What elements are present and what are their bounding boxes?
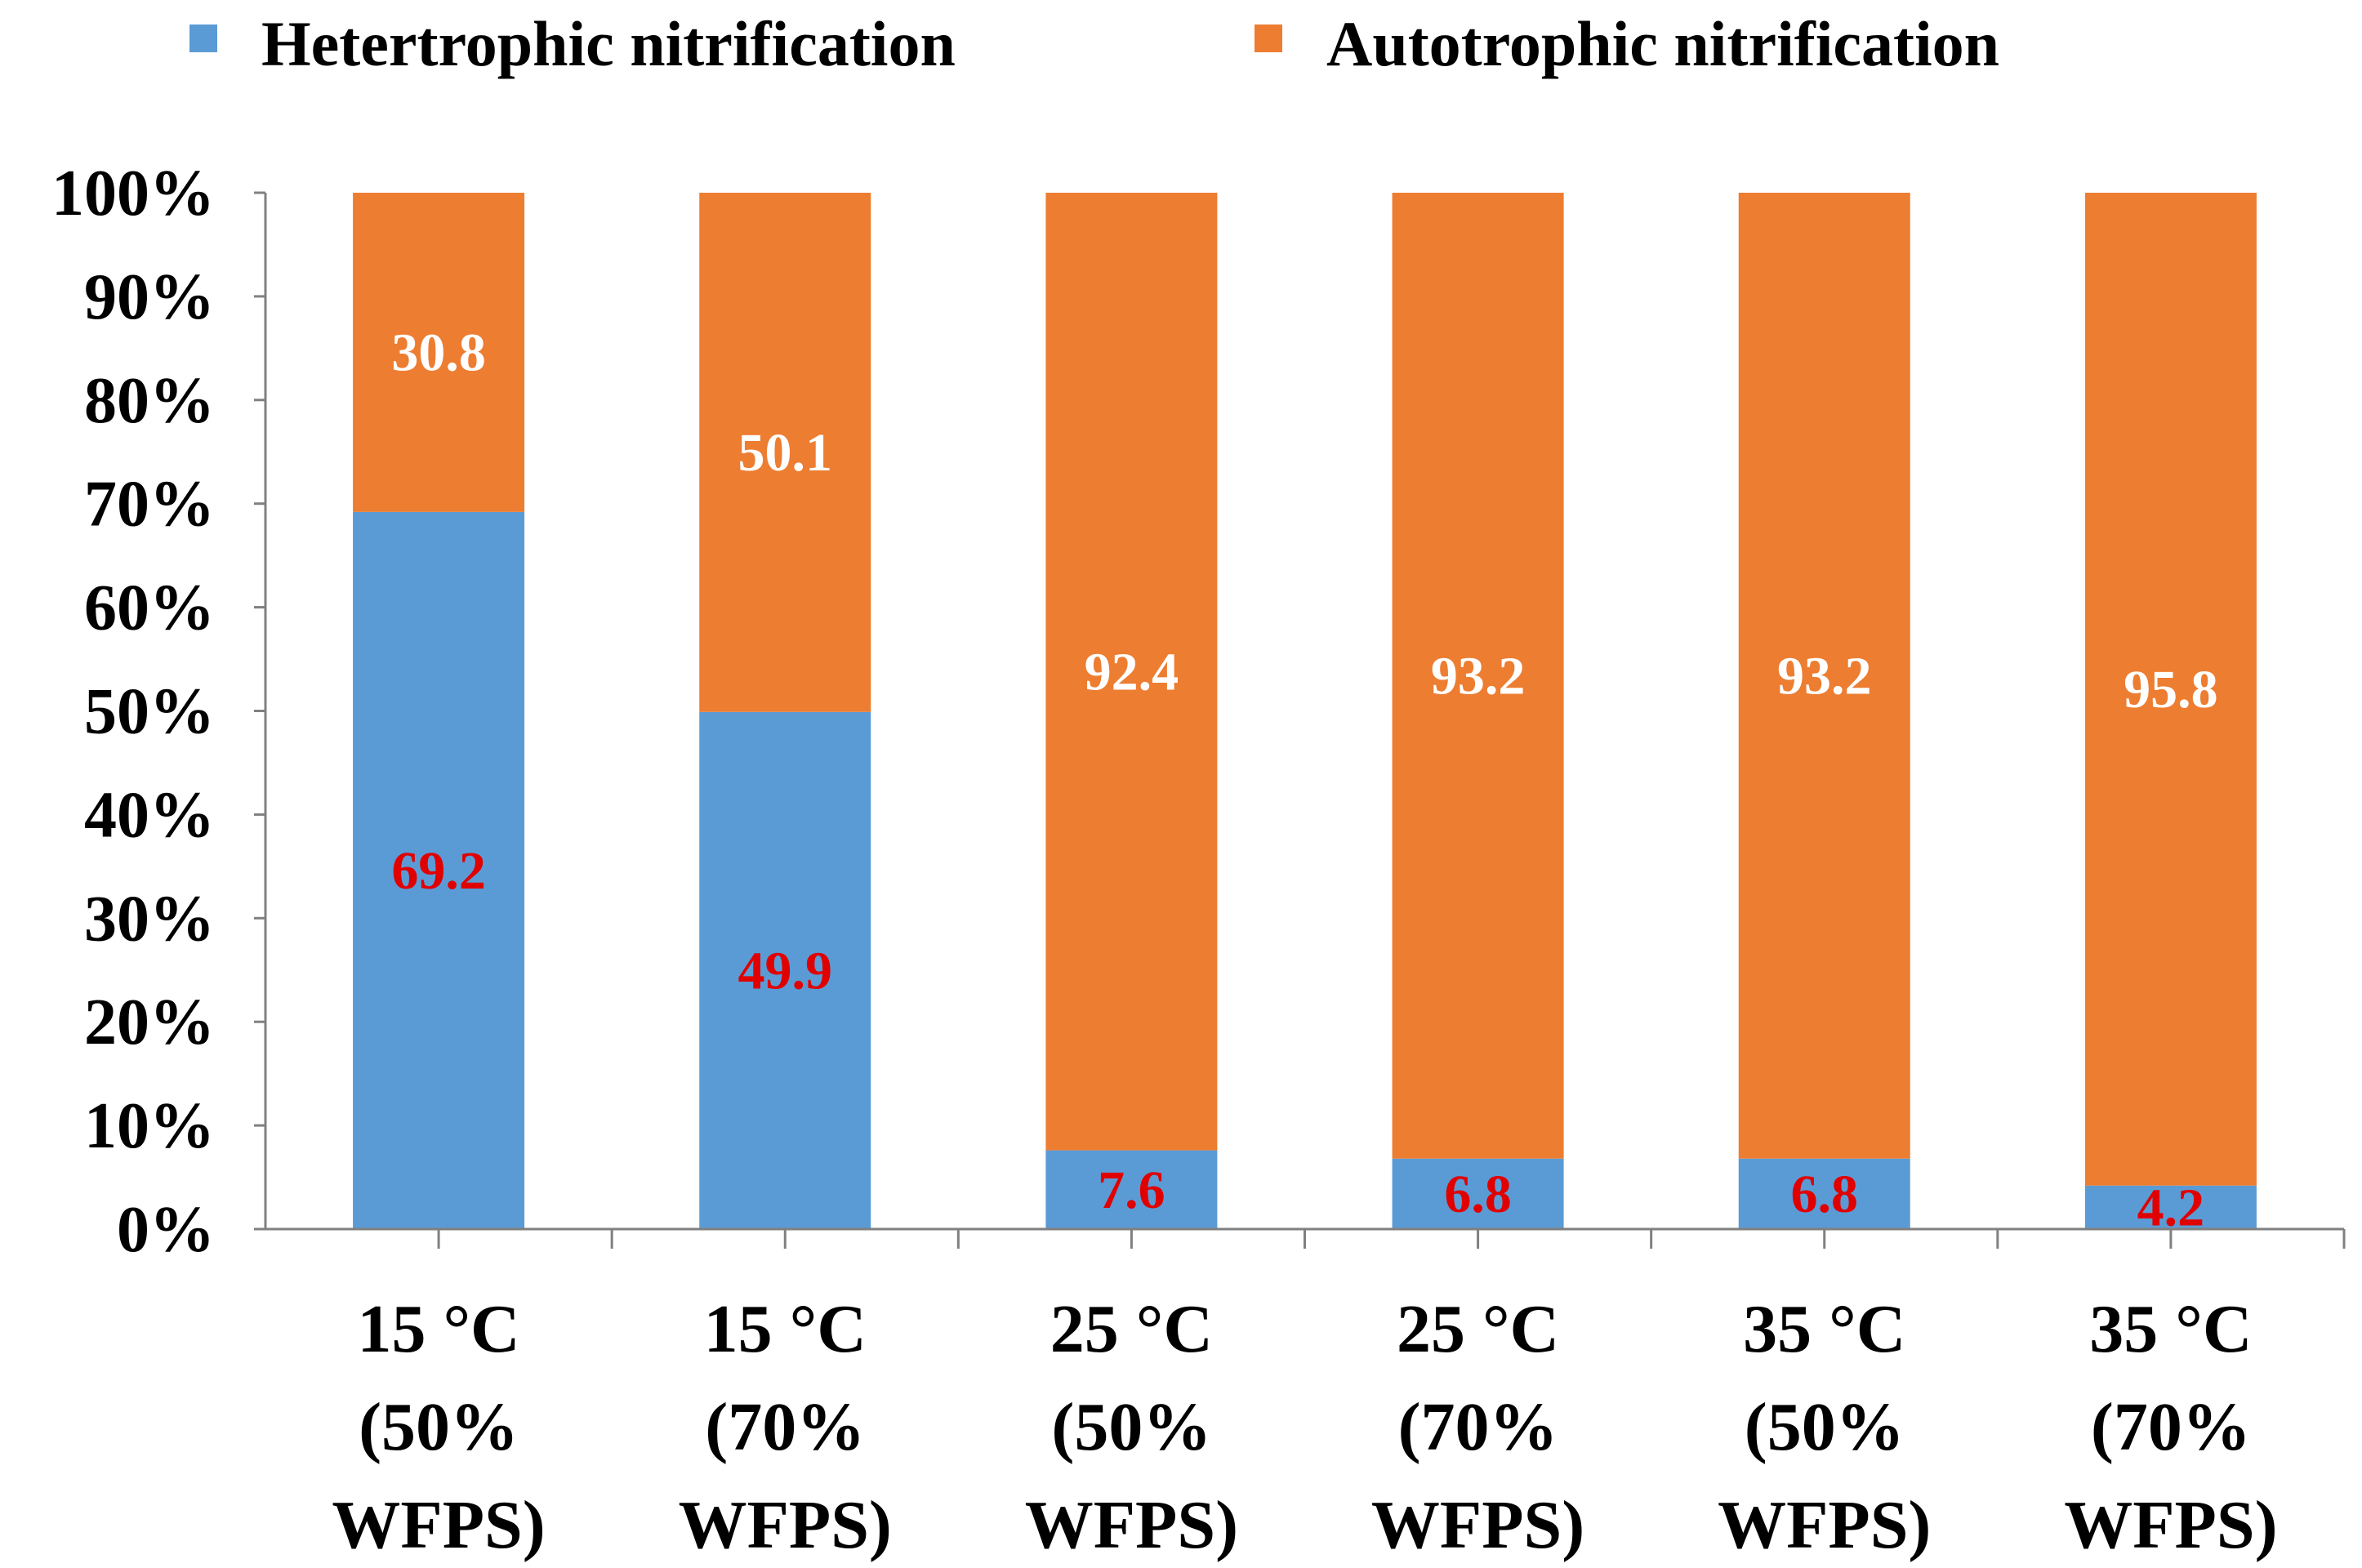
legend-swatch-2 <box>1255 24 1282 52</box>
x-category-label: 15 °C (70% WFPS) <box>679 1291 892 1563</box>
x-category-label-line: (70% <box>705 1389 865 1465</box>
y-tick-label: 40% <box>84 779 215 851</box>
x-category-label-line: (50% <box>1745 1389 1905 1465</box>
data-label-autotrophic-2: 50.1 <box>738 423 833 483</box>
x-category-label-line: WFPS) <box>332 1487 545 1563</box>
x-category-label: 35 °C (70% WFPS) <box>2064 1291 2277 1563</box>
data-label-heterotrophic-4: 6.8 <box>1444 1165 1512 1224</box>
x-category-label: 25 °C (50% WFPS) <box>1025 1291 1238 1563</box>
data-label-heterotrophic-2: 49.9 <box>738 941 833 1000</box>
x-category-label-line: WFPS) <box>2064 1487 2277 1563</box>
x-category-label-line: WFPS) <box>1371 1487 1584 1563</box>
bar-autotrophic-2 <box>699 193 871 712</box>
bar-autotrophic-6 <box>2084 193 2257 1186</box>
axes: 0% 10% 20% 30% 40% 50% 60% 70% 80% 90% 100% 15 °C (5… <box>51 158 2346 1563</box>
y-tick-label: 20% <box>84 987 215 1058</box>
bar-autotrophic-4 <box>1392 193 1564 1159</box>
y-tick-label: 100% <box>51 158 215 229</box>
bar-heterotrophic-2 <box>699 711 871 1229</box>
x-category-label: 15 °C (50% WFPS) <box>332 1291 545 1563</box>
data-label-heterotrophic-5: 6.8 <box>1791 1165 1859 1224</box>
bar-heterotrophic-1 <box>353 511 525 1229</box>
x-category-label: 25 °C (70% WFPS) <box>1371 1291 1584 1563</box>
y-tick-label: 70% <box>84 469 215 541</box>
x-category-label-line: WFPS) <box>1718 1487 1931 1563</box>
y-tick-label: 0% <box>117 1194 215 1266</box>
x-category-label-line: 35 °C <box>1743 1291 1905 1367</box>
bar-autotrophic-1 <box>353 193 525 512</box>
y-tick-label: 60% <box>84 572 215 644</box>
legend-label-2: Autotrophic nitrification <box>1326 8 1999 79</box>
data-label-heterotrophic-6: 4.2 <box>2137 1178 2205 1237</box>
x-category-label-line: 35 °C <box>2089 1291 2252 1367</box>
bars <box>353 193 2257 1229</box>
x-category-label-line: (70% <box>1398 1389 1558 1465</box>
bar-heterotrophic-5 <box>1738 1158 1910 1229</box>
x-category-label-line: (50% <box>1051 1389 1211 1465</box>
bar-autotrophic-3 <box>1045 193 1218 1151</box>
x-category-label-line: 15 °C <box>357 1291 519 1367</box>
y-tick-label: 50% <box>84 676 215 748</box>
x-category-label-line: WFPS) <box>679 1487 892 1563</box>
data-labels: 69.2 30.8 49.9 50.1 7.6 92.4 6.8 93.2 6.8 93.2 4.2… <box>391 323 2217 1237</box>
bar-heterotrophic-4 <box>1392 1158 1564 1229</box>
data-label-autotrophic-1: 30.8 <box>391 323 486 382</box>
bar-autotrophic-5 <box>1738 193 1910 1159</box>
legend-swatch-1 <box>189 24 217 52</box>
data-label-heterotrophic-3: 7.6 <box>1098 1160 1165 1220</box>
data-label-autotrophic-3: 92.4 <box>1085 642 1179 702</box>
bar-heterotrophic-3 <box>1045 1150 1218 1229</box>
bar-heterotrophic-6 <box>2084 1185 2257 1229</box>
data-label-autotrophic-5: 93.2 <box>1777 646 1872 706</box>
x-category-label-line: WFPS) <box>1025 1487 1238 1563</box>
x-category-label-line: (70% <box>2091 1389 2251 1465</box>
x-category-label-line: 25 °C <box>1397 1291 1559 1367</box>
x-category-label: 35 °C (50% WFPS) <box>1718 1291 1931 1563</box>
data-label-heterotrophic-1: 69.2 <box>391 841 486 901</box>
legend-label-1: Hetertrophic nitrification <box>261 8 956 79</box>
data-label-autotrophic-4: 93.2 <box>1431 646 1526 706</box>
x-category-label-line: (50% <box>359 1389 519 1465</box>
y-tick-label: 10% <box>84 1090 215 1162</box>
y-tick-label: 80% <box>84 365 215 437</box>
x-category-label-line: 15 °C <box>704 1291 867 1367</box>
legend: Hetertrophic nitrification Autotrophic ni… <box>189 8 1999 79</box>
data-label-autotrophic-6: 95.8 <box>2124 660 2218 719</box>
x-category-label-line: 25 °C <box>1050 1291 1213 1367</box>
y-tick-label: 90% <box>84 261 215 333</box>
y-tick-label: 30% <box>84 883 215 955</box>
